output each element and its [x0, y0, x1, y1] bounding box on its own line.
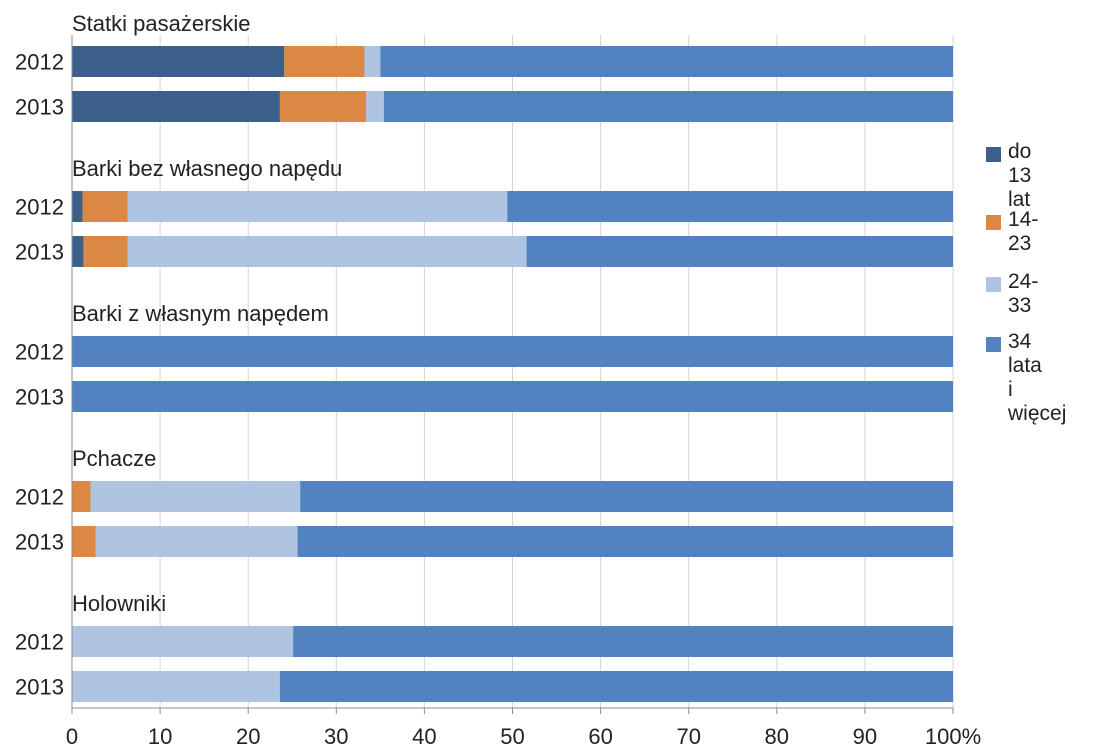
bar-segment [526, 236, 953, 267]
legend-swatch [986, 215, 1001, 230]
bar-segment [380, 46, 954, 77]
bar-segment [366, 91, 384, 122]
bar-segment [364, 46, 381, 77]
bar-segment [300, 481, 954, 512]
bar-segment [72, 526, 96, 557]
legend-swatch [986, 277, 1001, 292]
bar-segment [72, 671, 280, 702]
legend-label: 14-23 [1008, 208, 1039, 255]
group-title: Barki bez własnego napędu [72, 156, 342, 181]
grid-lines [159, 35, 954, 708]
row-label: 2013 [15, 675, 64, 700]
bar-segment [72, 626, 294, 657]
group-title: Barki z własnym napędem [72, 301, 329, 326]
row-label: 2013 [15, 240, 64, 265]
bar-segment [82, 191, 128, 222]
legend-swatch [986, 147, 1001, 162]
bar-segment [383, 91, 953, 122]
legend-label: 24-33 [1008, 270, 1039, 317]
bar-segment [279, 671, 953, 702]
row-label: 2012 [15, 195, 64, 220]
row-labels: 2012 2013 2012 2013 2012 2013 2012 2013 2012 2013 [15, 50, 64, 700]
group-title: Statki pasażerskie [72, 11, 251, 36]
group-title: Holowniki [72, 591, 166, 616]
bar-segment [127, 236, 527, 267]
x-tick-label: 30 [324, 724, 348, 749]
legend-label: 34 lata i więcej [1008, 330, 1067, 425]
bar-segment [72, 91, 280, 122]
bars [72, 46, 954, 702]
x-tick-label: 80 [765, 724, 789, 749]
x-tick-label: 60 [588, 724, 612, 749]
bar-segment [90, 481, 301, 512]
group-title: Pchacze [72, 446, 156, 471]
bar-segment [72, 381, 953, 412]
bar-segment [72, 481, 91, 512]
group-titles: Statki pasażerskie Barki bez własnego nap… [72, 11, 342, 616]
legend-label: do 13 lat [1008, 140, 1032, 211]
x-tick-label: 10 [148, 724, 172, 749]
row-label: 2013 [15, 530, 64, 555]
x-tick-labels: 0 10 20 30 40 50 60 70 80 90 100% [66, 724, 981, 749]
x-tick-label: 50 [500, 724, 524, 749]
x-axis [71, 35, 954, 714]
x-tick-label: 40 [412, 724, 436, 749]
x-tick-label: 20 [236, 724, 260, 749]
row-label: 2013 [15, 95, 64, 120]
bar-segment [72, 236, 84, 267]
bar-segment [279, 91, 367, 122]
bar-segment [127, 191, 508, 222]
bar-segment [507, 191, 953, 222]
x-tick-label: 70 [676, 724, 700, 749]
bar-segment [297, 526, 953, 557]
bar-segment [72, 336, 953, 367]
row-label: 2012 [15, 485, 64, 510]
legend-swatch [986, 337, 1001, 352]
bar-segment [293, 626, 954, 657]
row-label: 2012 [15, 50, 64, 75]
row-label: 2012 [15, 340, 64, 365]
bar-segment [83, 236, 128, 267]
bar-segment [72, 46, 285, 77]
row-label: 2013 [15, 385, 64, 410]
row-label: 2012 [15, 630, 64, 655]
x-tick-label: 0 [66, 724, 78, 749]
bar-segment [72, 191, 83, 222]
x-tick-label: 100% [925, 724, 981, 749]
x-tick-label: 90 [853, 724, 877, 749]
bar-segment [284, 46, 365, 77]
bar-segment [95, 526, 298, 557]
